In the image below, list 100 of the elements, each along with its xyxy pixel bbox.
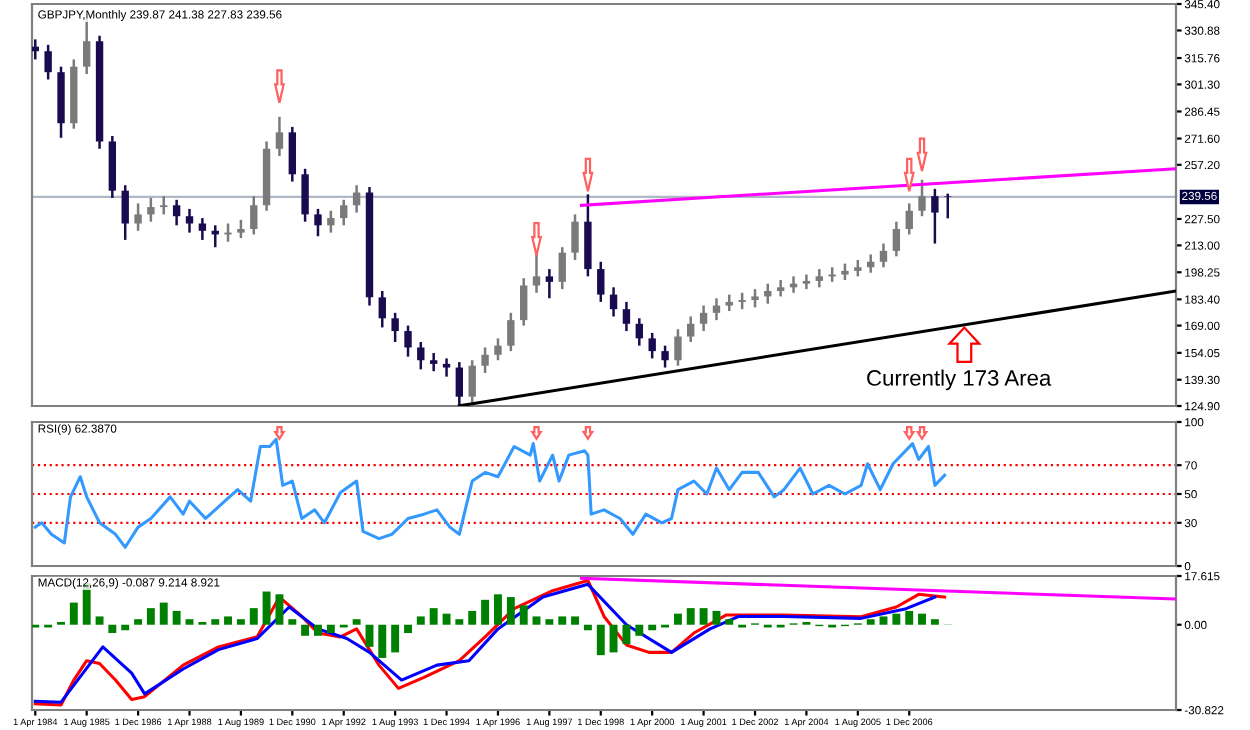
bar — [481, 599, 490, 625]
bar — [930, 619, 939, 625]
bar — [134, 619, 143, 625]
bar — [596, 624, 605, 656]
candlestick — [545, 267, 554, 300]
bar — [249, 608, 258, 625]
bar — [211, 619, 220, 625]
bar — [686, 608, 695, 625]
candlestick — [378, 289, 386, 329]
bar — [648, 624, 657, 631]
candlestick — [340, 198, 348, 227]
bar — [352, 619, 361, 625]
candlestick — [815, 267, 823, 289]
candlestick — [558, 245, 566, 291]
candlestick — [172, 198, 181, 227]
candlestick — [481, 346, 489, 375]
candlestick — [327, 209, 335, 234]
candlestick — [918, 178, 926, 218]
candlestick — [417, 340, 425, 371]
bar — [275, 594, 284, 625]
candlestick — [507, 311, 515, 353]
candlestick — [944, 192, 952, 220]
candlestick — [314, 207, 322, 238]
candlestick — [134, 202, 142, 233]
candlestick — [442, 357, 451, 378]
candlestick — [520, 276, 528, 327]
bar — [416, 616, 425, 625]
bar — [519, 605, 528, 625]
candlestick — [301, 167, 309, 223]
candlestick — [712, 297, 721, 322]
candlestick — [661, 344, 669, 369]
bar — [866, 619, 875, 625]
bar — [159, 602, 168, 625]
bar — [121, 624, 130, 631]
bar — [583, 624, 592, 631]
bar — [288, 619, 297, 625]
bar — [494, 594, 502, 625]
bar — [905, 610, 914, 625]
bar — [455, 619, 464, 625]
candlestick — [609, 286, 618, 318]
bar — [378, 624, 387, 658]
candlestick — [391, 311, 399, 344]
bar — [224, 616, 232, 625]
bar — [571, 616, 579, 625]
candlestick — [892, 220, 901, 258]
candlestick — [699, 304, 708, 333]
candlestick — [82, 17, 91, 76]
candlestick — [802, 273, 811, 291]
bar — [442, 613, 451, 625]
candlestick — [648, 331, 656, 360]
bar — [609, 624, 618, 653]
candlestick — [751, 287, 759, 309]
bar — [185, 619, 194, 625]
candlestick — [622, 300, 631, 333]
candlestick — [198, 216, 207, 242]
bar — [892, 613, 901, 625]
bar — [95, 616, 104, 625]
bar — [146, 608, 155, 625]
bar — [673, 613, 682, 625]
candlestick — [635, 317, 644, 347]
candlestick — [571, 213, 579, 262]
bar — [326, 624, 335, 634]
candlestick — [147, 196, 155, 223]
candlestick — [674, 328, 682, 367]
candlestick — [931, 187, 939, 245]
candlestick — [597, 260, 605, 304]
bar — [506, 597, 515, 625]
bar — [172, 610, 181, 625]
bar — [468, 610, 477, 625]
bar — [532, 616, 541, 625]
bar — [391, 624, 400, 653]
candlestick — [429, 351, 438, 373]
candlestick — [160, 194, 168, 216]
bar — [918, 613, 926, 625]
bar — [301, 624, 310, 636]
candlestick — [121, 183, 129, 242]
bar — [725, 619, 734, 625]
bar — [699, 608, 708, 625]
candlestick — [494, 337, 502, 362]
candlestick — [687, 315, 695, 344]
candlestick — [237, 218, 245, 240]
bar — [558, 616, 567, 625]
bar — [622, 624, 631, 645]
candlestick — [44, 43, 52, 81]
candlestick — [288, 125, 297, 183]
candlestick — [404, 324, 412, 358]
bar — [236, 619, 245, 625]
bar — [429, 608, 438, 625]
bar — [545, 619, 554, 625]
candlestick — [455, 360, 464, 406]
bar — [404, 624, 412, 634]
candlestick — [185, 207, 194, 234]
bar — [262, 591, 271, 625]
candlestick — [905, 202, 913, 236]
candlestick — [879, 242, 888, 269]
bar — [879, 616, 888, 625]
candlestick — [584, 193, 592, 278]
bar — [69, 602, 78, 625]
bar — [635, 624, 644, 636]
candlestick — [250, 194, 258, 236]
